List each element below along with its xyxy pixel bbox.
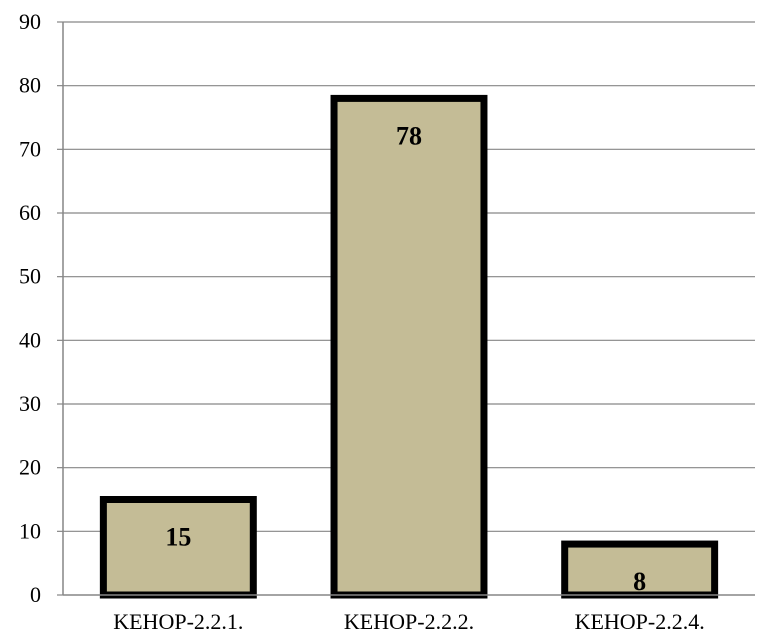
x-tick-label: KEHOP-2.2.1. — [113, 609, 243, 634]
y-tick-label: 60 — [19, 200, 41, 225]
y-tick-label: 30 — [19, 391, 41, 416]
data-label-3: 8 — [633, 567, 646, 596]
y-tick-label: 20 — [19, 455, 41, 480]
x-tick-label: KEHOP-2.2.4. — [575, 609, 705, 634]
bar-2 — [334, 98, 484, 595]
y-tick-label: 80 — [19, 73, 41, 98]
y-axis-ticks: 0 10 20 30 40 50 60 70 80 90 — [19, 9, 63, 607]
y-tick-label: 50 — [19, 264, 41, 289]
y-tick-label: 90 — [19, 9, 41, 34]
data-label-1: 15 — [165, 523, 191, 552]
y-tick-label: 0 — [30, 582, 41, 607]
y-tick-label: 10 — [19, 518, 41, 543]
x-axis-labels: KEHOP-2.2.1. KEHOP-2.2.2. KEHOP-2.2.4. — [113, 609, 705, 634]
x-tick-label: KEHOP-2.2.2. — [344, 609, 474, 634]
bars — [103, 98, 714, 595]
y-tick-label: 70 — [19, 136, 41, 161]
y-tick-label: 40 — [19, 327, 41, 352]
data-label-2: 78 — [396, 121, 422, 150]
